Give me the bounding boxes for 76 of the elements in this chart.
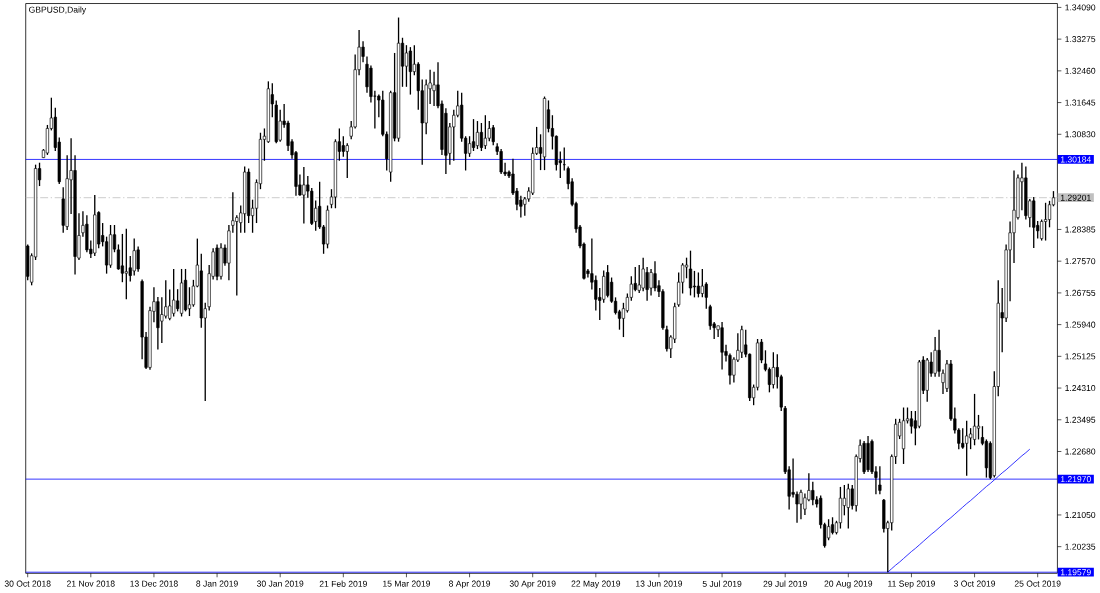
candlestick: [965, 420, 969, 477]
y-tick-label: 1.32460: [1065, 67, 1096, 74]
candlestick: [467, 135, 472, 158]
candlestick: [688, 250, 693, 297]
y-tick-label: 1.26755: [1065, 290, 1096, 297]
candlestick: [408, 46, 412, 96]
ref-line-label: 1.19579: [1060, 569, 1091, 576]
y-tick-label: 1.23495: [1065, 416, 1096, 423]
candlestick: [432, 71, 436, 107]
candlestick: [479, 122, 483, 152]
x-tick-label: 8 Apr 2019: [449, 580, 491, 589]
x-tick-label: 15 Mar 2019: [383, 580, 431, 587]
y-tick-label: 1.22680: [1065, 448, 1096, 455]
candlestick: [132, 238, 136, 277]
candlestick: [602, 269, 606, 304]
ref-line-label: 1.30184: [1060, 156, 1091, 163]
candlestick: [972, 393, 977, 447]
candlestick: [969, 427, 973, 450]
candlestick: [799, 489, 803, 521]
x-tick-label: 30 Oct 2018: [4, 580, 51, 587]
candlestick: [164, 279, 168, 320]
candlestick: [404, 44, 409, 88]
candlestick: [475, 120, 480, 150]
candlestick: [684, 257, 689, 280]
x-tick-label: 29 Jul 2019: [763, 580, 807, 588]
x-tick-label: 20 Aug 2019: [824, 580, 873, 589]
y-tick-label: 1.31645: [1065, 99, 1096, 106]
y-tick-label: 1.27570: [1065, 258, 1096, 265]
candlestick: [700, 268, 704, 299]
candlestick: [172, 268, 176, 318]
candlestick: [976, 414, 981, 441]
x-tick-label: 21 Nov 2018: [67, 580, 115, 587]
x-tick-label: 30 Jan 2019: [256, 580, 304, 587]
y-tick-label: 1.24310: [1065, 385, 1096, 392]
x-tick-label: 8 Jan 2019: [196, 580, 238, 587]
ref-line-label: 1.21970: [1060, 476, 1091, 483]
x-tick-label: 22 May 2019: [571, 580, 621, 589]
x-tick-label: 11 Sep 2019: [888, 580, 935, 589]
candlestick: [606, 264, 610, 299]
y-tick-label: 1.21050: [1065, 512, 1096, 519]
candlestick: [826, 518, 831, 542]
candlestick: [471, 118, 476, 152]
candlestick: [811, 481, 815, 506]
candlestick: [345, 142, 349, 179]
y-tick-label: 1.34090: [1065, 4, 1096, 11]
candlestick: [124, 228, 128, 301]
y-tick-label: 1.20235: [1065, 543, 1096, 550]
candlestick: [696, 271, 700, 299]
y-tick-label: 1.28385: [1065, 226, 1096, 233]
candlestick: [692, 270, 697, 299]
x-tick-label: 13 Dec 2018: [130, 580, 178, 587]
candlestick: [491, 124, 495, 146]
y-tick-label: 1.25125: [1065, 353, 1096, 360]
candlestick: [341, 135, 345, 158]
x-tick-label: 25 Oct 2019: [1014, 580, 1061, 587]
chart-title: GBPUSD,Daily: [29, 6, 87, 15]
candlestick: [120, 233, 124, 283]
candlestick: [846, 483, 850, 530]
candlestick: [1043, 202, 1048, 242]
candlestick: [771, 351, 775, 390]
candlestick: [1047, 200, 1052, 229]
candlestick: [302, 166, 306, 225]
candlestick: [740, 325, 744, 359]
ref-line-label: 1.29201: [1060, 194, 1091, 201]
x-tick-label: 5 Jul 2019: [702, 580, 742, 588]
x-tick-label: 30 Apr 2019: [509, 580, 556, 589]
x-tick-label: 21 Feb 2019: [319, 580, 367, 588]
candlestick: [483, 114, 487, 150]
candlestick: [105, 236, 109, 275]
y-tick-label: 1.25940: [1065, 321, 1096, 328]
candlestick: [909, 410, 914, 435]
x-tick-label: 3 Oct 2019: [953, 580, 996, 587]
y-tick-label: 1.30830: [1065, 131, 1096, 138]
y-tick-label: 1.33275: [1065, 36, 1096, 43]
candlestick: [878, 465, 882, 496]
x-tick-label: 13 Jun 2019: [636, 580, 683, 587]
